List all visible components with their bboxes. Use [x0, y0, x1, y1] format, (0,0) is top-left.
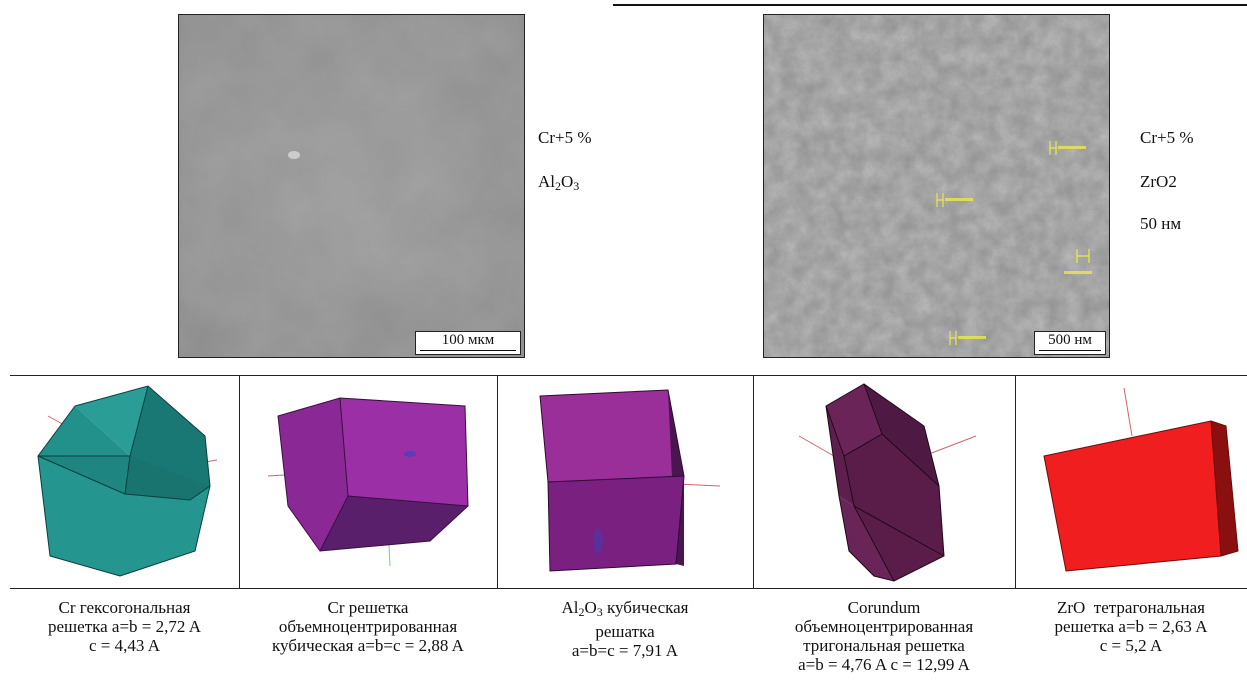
scale-bar-label: 500 нм [1048, 332, 1092, 348]
scale-bar: 500 нм [1034, 331, 1106, 355]
crystal-lattice-row [10, 375, 1247, 589]
caption-al2o3: Al2O3 кубическая решатка a=b=c = 7,91 A [561, 598, 689, 660]
hexagonal-crystal-model [37, 385, 218, 577]
crystal-cell-cr-bcc [239, 376, 498, 588]
caption-corundum: Corundum объемноцентрированная тригональ… [794, 598, 974, 674]
micrograph-1-legend: Cr+5 % Al2O3 [538, 128, 592, 220]
caption-zro: ZrO тетрагональная решетка a=b = 2,63 A … [1054, 598, 1208, 655]
scale-bar-label: 100 мкм [441, 332, 495, 348]
micrograph-al2o3-image [179, 15, 524, 357]
corundum-crystal-model [798, 383, 977, 582]
zro-crystal-model [1043, 387, 1239, 572]
particle-size-label: 50 нм [1140, 214, 1182, 233]
micrograph-zro2: 500 нм [763, 14, 1110, 358]
cubic-crystal-model [267, 397, 469, 567]
crystal-cell-corundum [753, 376, 1016, 588]
al2o3-crystal-model [539, 389, 721, 572]
composition-label: Cr+5 % [1140, 128, 1194, 147]
top-rule [613, 4, 1247, 6]
oxide-label: Al2O3 [538, 172, 580, 193]
crystal-cell-zro-tetragonal [1015, 376, 1247, 588]
caption-cr-bcc: Cr решетка объемноцентрированная кубичес… [272, 598, 464, 655]
caption-cr-hexagonal: Cr гексогональная решетка a=b = 2,72 A c… [48, 598, 201, 655]
crystal-cell-cr-hexagonal [10, 376, 239, 588]
scale-bar: 100 мкм [415, 331, 521, 355]
composition-label: Cr+5 % [538, 128, 592, 147]
micrograph-2-legend: Cr+5 % ZrO2 50 нм [1140, 128, 1194, 258]
crystal-cell-al2o3-cubic [497, 376, 754, 588]
oxide-label: ZrO2 [1140, 172, 1177, 191]
micrograph-zro2-image [764, 15, 1109, 357]
micrograph-al2o3: 100 мкм [178, 14, 525, 358]
